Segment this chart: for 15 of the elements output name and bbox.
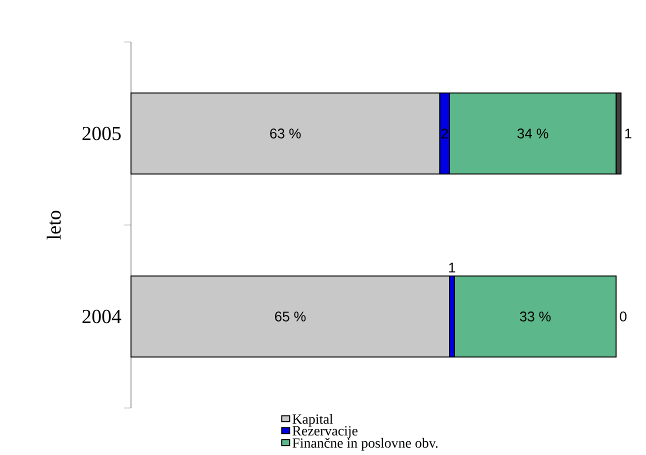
y-tick-label: 2004: [82, 310, 122, 324]
data-label: 34 %: [517, 128, 548, 138]
legend-label: Rezervacije: [292, 426, 358, 438]
data-label: 63 %: [270, 128, 301, 138]
legend-label: Finančne in poslovne obv.: [292, 438, 438, 451]
data-label: 0: [620, 312, 627, 322]
y-tick-label: 2005: [82, 126, 121, 140]
y-axis-title: leto: [46, 210, 61, 240]
data-label: 65 %: [275, 312, 306, 322]
data-label: 2: [441, 128, 448, 138]
data-label: 1: [449, 262, 456, 272]
legend-label: Kapital: [292, 414, 333, 427]
data-label: 33 %: [520, 312, 551, 322]
bar: [454, 276, 617, 358]
data-label: 1: [625, 128, 632, 138]
